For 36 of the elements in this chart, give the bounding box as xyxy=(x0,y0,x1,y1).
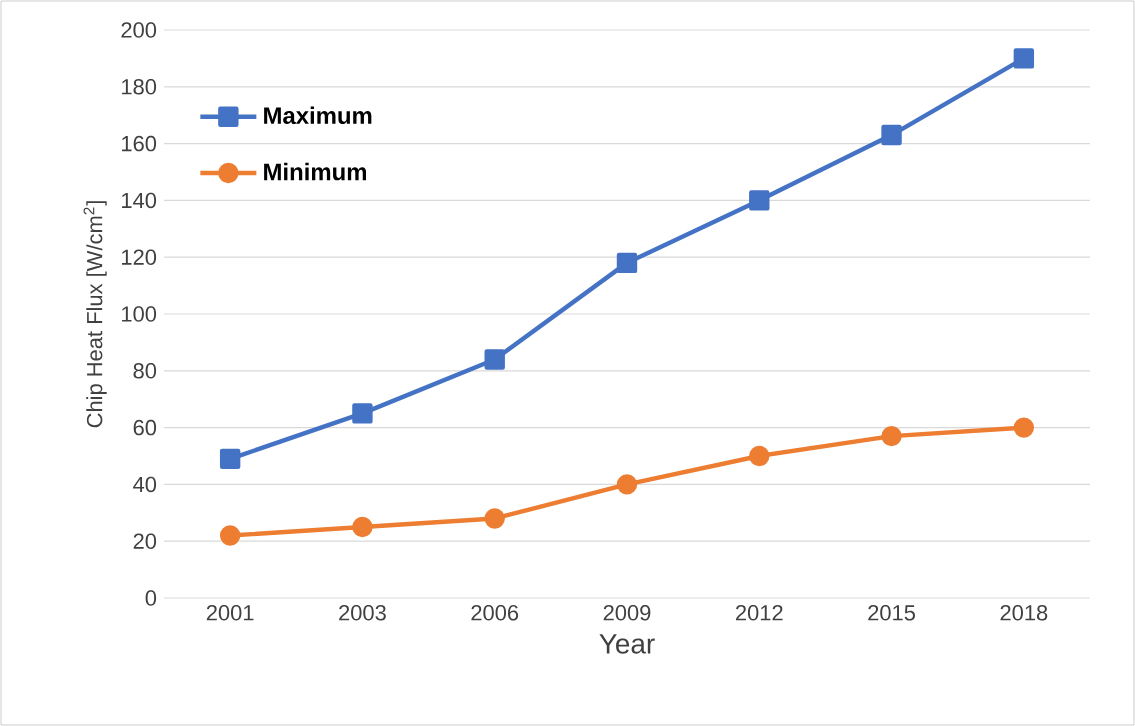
point xyxy=(484,349,505,370)
y-tick-label: 0 xyxy=(145,590,157,606)
y-tick-label: 60 xyxy=(133,419,157,436)
legend-label: Maximum xyxy=(264,106,372,125)
y-tick-label: 100 xyxy=(122,306,157,322)
y-tick-label: 140 xyxy=(122,192,157,209)
x-tick-label: 2015 xyxy=(868,605,915,621)
y-axis-title: Chip Heat Flux [W/cm$^{2}$] xyxy=(83,201,107,428)
y-tick-label: 20 xyxy=(133,533,157,549)
point xyxy=(484,508,505,529)
point xyxy=(352,403,373,424)
point xyxy=(219,525,241,546)
x-tick-label: 2006 xyxy=(471,605,519,621)
point xyxy=(616,252,638,274)
legend-label: Minimum xyxy=(264,162,367,181)
point xyxy=(881,124,902,146)
point xyxy=(352,516,373,538)
y-tick-label: 200 xyxy=(121,22,157,38)
x-tick-label: 2018 xyxy=(1000,605,1048,621)
x-tick-label: 2012 xyxy=(735,605,783,621)
y-tick-label: 40 xyxy=(133,476,157,493)
x-tick-label: 2009 xyxy=(603,605,651,621)
x-axis-title: Year xyxy=(599,634,655,654)
x-tick-label: 2001 xyxy=(206,605,254,621)
y-tick-label: 80 xyxy=(133,363,157,379)
point xyxy=(881,425,902,447)
point xyxy=(749,190,770,211)
y-tick-label: 180 xyxy=(122,79,157,95)
point xyxy=(1013,417,1035,438)
y-tick-label: 120 xyxy=(122,249,157,265)
point xyxy=(219,448,241,470)
point xyxy=(1013,48,1035,69)
y-tick-label: 160 xyxy=(122,135,157,152)
x-tick-label: 2003 xyxy=(339,605,386,621)
point xyxy=(616,474,638,495)
point xyxy=(749,445,770,467)
